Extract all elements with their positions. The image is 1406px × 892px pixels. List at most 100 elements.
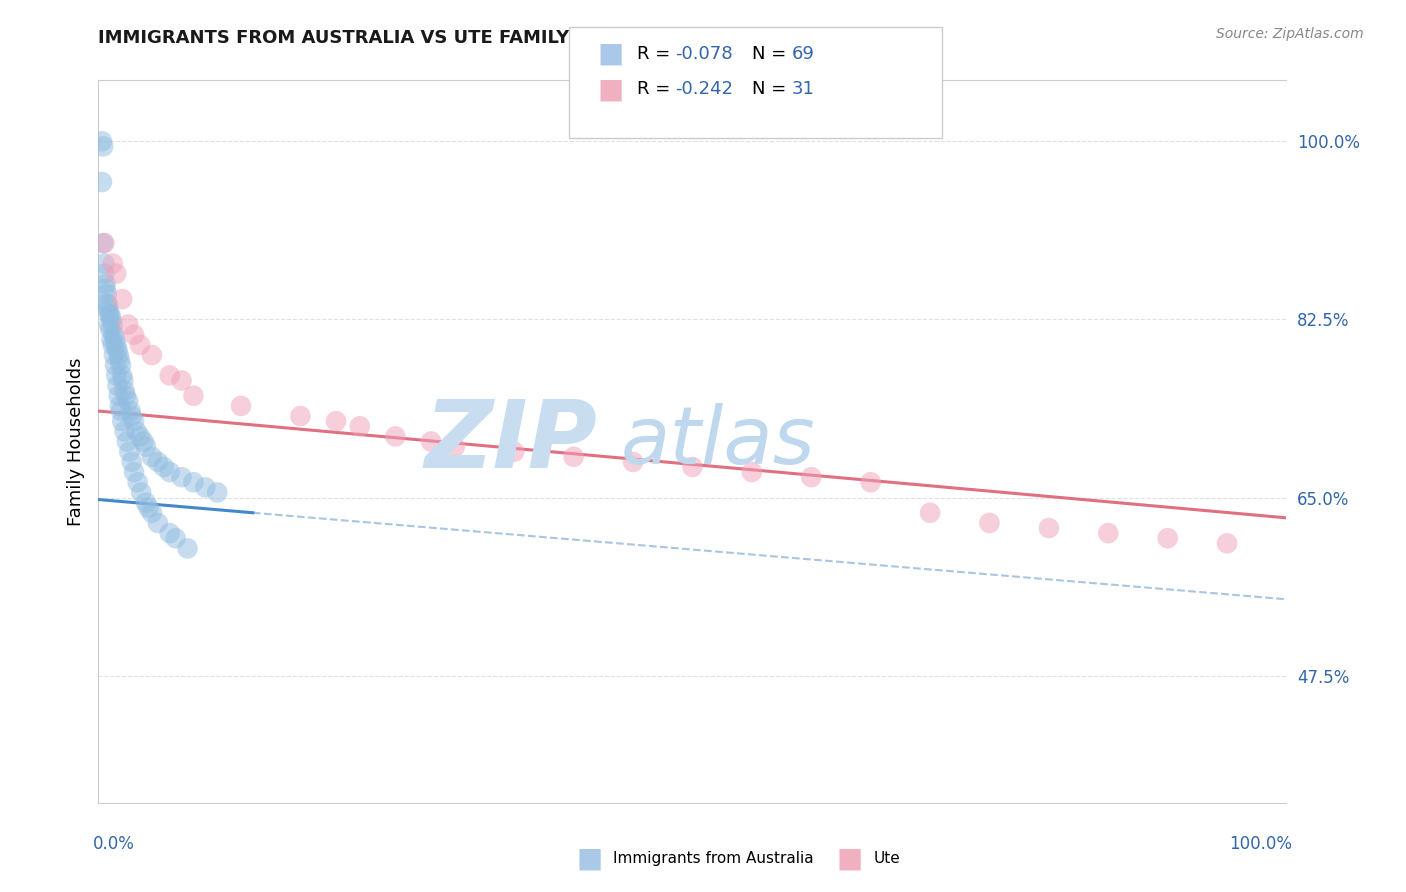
Point (562, 450, 585, 464)
Text: Source: ZipAtlas.com: Source: ZipAtlas.com (1216, 27, 1364, 41)
Point (325, 414, 347, 428)
Text: ■: ■ (837, 844, 863, 872)
Point (979, 516, 1001, 530)
Point (100, 333, 122, 347)
Point (107, 389, 129, 403)
Point (120, 404, 142, 418)
Point (122, 465, 145, 479)
Text: 0.0%: 0.0% (93, 835, 135, 854)
Point (349, 419, 371, 434)
Text: R =: R = (637, 80, 676, 98)
Point (114, 389, 136, 403)
Point (129, 429, 152, 443)
Point (136, 500, 159, 515)
Point (110, 404, 132, 418)
Text: atlas: atlas (621, 402, 815, 481)
Text: 31: 31 (792, 80, 814, 98)
Point (101, 256, 124, 270)
Point (98, 307, 121, 321)
Point (104, 333, 127, 347)
Point (176, 541, 198, 556)
Point (105, 267, 128, 281)
Point (96, 297, 118, 311)
Point (681, 460, 703, 475)
Point (205, 485, 228, 500)
Point (129, 485, 152, 500)
Point (98, 307, 121, 321)
Point (110, 358, 132, 372)
Point (121, 455, 143, 469)
Point (229, 399, 252, 413)
Point (135, 440, 157, 454)
Point (108, 353, 131, 368)
Text: 100.0%: 100.0% (1229, 835, 1292, 854)
Point (114, 384, 136, 398)
Point (170, 470, 193, 484)
Text: -0.078: -0.078 (675, 45, 733, 62)
Text: R =: R = (637, 45, 676, 62)
Point (159, 526, 181, 541)
Point (503, 444, 526, 458)
Text: IMMIGRANTS FROM AUSTRALIA VS UTE FAMILY HOUSEHOLDS CORRELATION CHART: IMMIGRANTS FROM AUSTRALIA VS UTE FAMILY … (98, 29, 936, 47)
Point (105, 368, 128, 383)
Point (91, 175, 114, 189)
Y-axis label: Family Households: Family Households (66, 358, 84, 525)
Point (1156, 531, 1178, 545)
Point (117, 393, 139, 408)
Point (111, 414, 134, 428)
Point (91, 236, 114, 251)
Text: N =: N = (752, 80, 792, 98)
Point (146, 455, 169, 469)
Point (91, 134, 114, 148)
Point (111, 292, 134, 306)
Point (93, 256, 115, 270)
Point (97, 297, 120, 311)
Point (132, 434, 155, 449)
Point (741, 465, 763, 479)
Point (290, 409, 312, 423)
Text: Ute: Ute (873, 851, 900, 865)
Point (141, 450, 163, 464)
Point (97, 302, 120, 317)
Text: -0.242: -0.242 (675, 80, 733, 98)
Point (194, 480, 217, 494)
Point (107, 378, 129, 392)
Point (112, 374, 135, 388)
Point (127, 475, 149, 490)
Point (96, 287, 118, 301)
Text: ZIP: ZIP (425, 395, 598, 488)
Point (621, 455, 644, 469)
Point (104, 358, 127, 372)
Text: ■: ■ (598, 75, 624, 103)
Point (183, 475, 205, 490)
Point (118, 444, 141, 458)
Point (165, 531, 187, 545)
Point (141, 506, 163, 520)
Point (114, 425, 136, 439)
Point (107, 348, 129, 362)
Point (1216, 536, 1239, 550)
Point (93, 267, 115, 281)
Text: N =: N = (752, 45, 792, 62)
Point (152, 460, 174, 475)
Point (800, 470, 823, 484)
Point (100, 312, 122, 326)
Point (105, 338, 128, 352)
Point (108, 399, 131, 413)
Point (103, 348, 125, 362)
Text: ■: ■ (576, 844, 603, 872)
Point (107, 343, 129, 357)
Point (122, 414, 145, 428)
Point (101, 338, 124, 352)
Point (122, 327, 145, 342)
Point (135, 495, 157, 509)
Point (146, 516, 169, 530)
Point (115, 434, 138, 449)
Point (111, 368, 134, 383)
Point (444, 440, 467, 454)
Point (101, 318, 124, 332)
Text: Immigrants from Australia: Immigrants from Australia (613, 851, 814, 865)
Point (170, 374, 193, 388)
Point (141, 348, 163, 362)
Point (93, 236, 115, 251)
